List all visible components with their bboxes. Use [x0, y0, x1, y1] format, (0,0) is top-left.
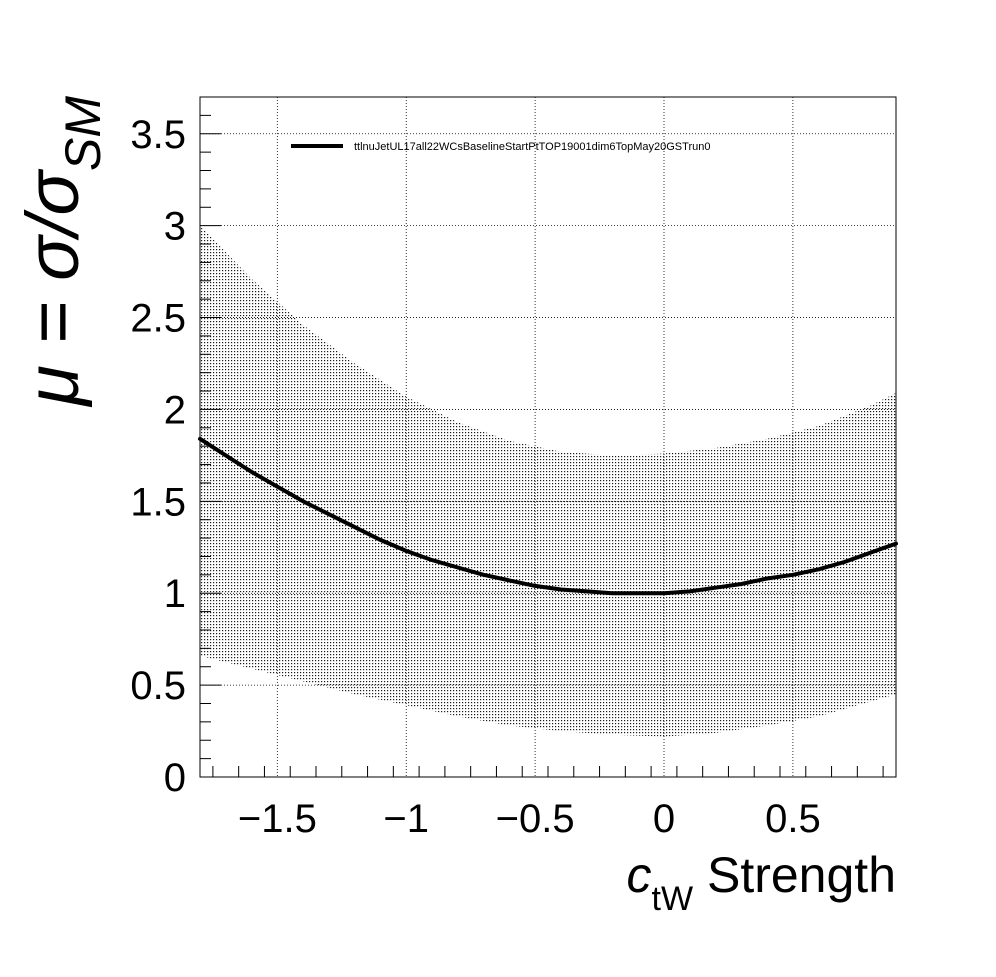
x-tick-label: 0	[653, 797, 675, 841]
y-tick-label: 3	[164, 205, 186, 249]
y-axis-label: μ = σ/σSM	[11, 96, 111, 408]
series-line-group	[198, 436, 898, 596]
y-tick-labels: 0 0.5 1 1.5 2 2.5 3 3.5	[130, 113, 186, 800]
legend-entry: ttlnuJetUL17all22WCsBaselineStartPtTOP19…	[354, 141, 710, 153]
y-tick-label: 2	[164, 388, 186, 432]
y-tick-label: 3.5	[130, 113, 186, 157]
y-tick-label: 0.5	[130, 664, 186, 708]
y-tick-label: 0	[164, 756, 186, 800]
x-axis-label-symbol: c	[627, 847, 652, 903]
uncertainty-band	[200, 225, 896, 737]
x-axis-label: ctW Strength	[627, 847, 896, 918]
series-line	[198, 436, 898, 596]
axis-ticks	[200, 96, 884, 778]
y-tick-label: 1	[164, 572, 186, 616]
y-axis-label-subscript: SM	[55, 96, 111, 171]
x-tick-label: −1	[383, 797, 429, 841]
x-axis-label-subscript: tW	[652, 880, 694, 918]
x-tick-labels: −1.5 −1 −0.5 0 0.5	[238, 797, 821, 841]
y-axis-label-main: μ = σ/σ	[11, 169, 94, 408]
x-tick-label: 0.5	[765, 797, 821, 841]
uncertainty-band-group	[200, 225, 896, 737]
y-tick-label: 2.5	[130, 297, 186, 341]
legend: ttlnuJetUL17all22WCsBaselineStartPtTOP19…	[291, 141, 710, 153]
x-tick-label: −1.5	[238, 797, 317, 841]
x-axis-label-suffix: Strength	[693, 847, 896, 903]
x-tick-label: −0.5	[496, 797, 575, 841]
y-tick-label: 1.5	[130, 480, 186, 524]
